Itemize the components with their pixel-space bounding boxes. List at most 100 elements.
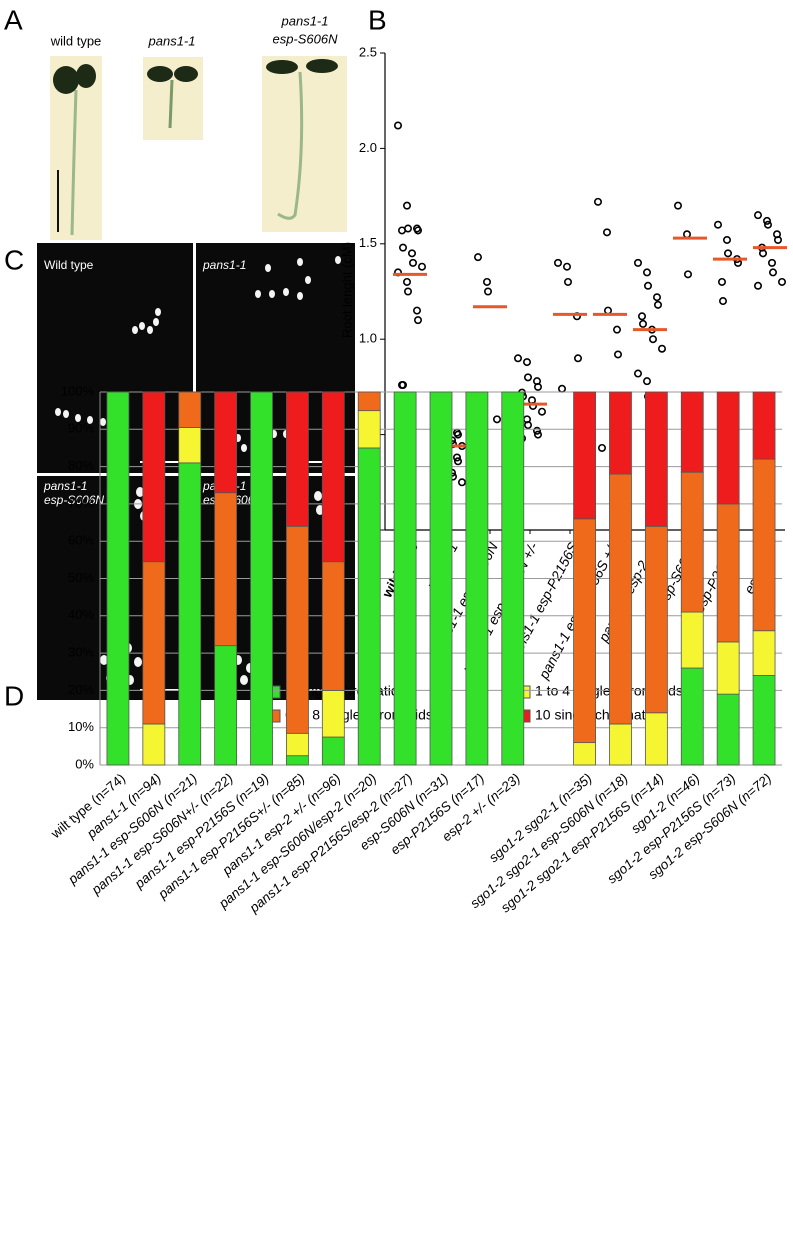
bar-segment <box>752 630 776 676</box>
bar-segment <box>286 732 309 757</box>
bar-segment <box>142 561 166 725</box>
bar-segment <box>393 391 417 766</box>
data-point <box>513 354 522 363</box>
bar-segment <box>609 473 632 725</box>
micrograph-label: esp-S606N <box>44 493 104 507</box>
data-point <box>643 281 652 290</box>
data-point <box>452 453 461 462</box>
y-tick-label: 60% <box>68 533 94 548</box>
bar-segment <box>609 391 632 475</box>
bar-segment <box>465 391 489 766</box>
data-point <box>563 277 572 286</box>
bar-segment <box>321 736 345 766</box>
y-tick-label: 40% <box>68 607 94 622</box>
data-point <box>753 281 762 290</box>
data-point <box>758 249 767 258</box>
bar-segment <box>178 462 202 766</box>
data-point <box>768 268 777 277</box>
data-point <box>638 319 647 328</box>
bar-segment <box>321 391 345 563</box>
data-point <box>773 235 782 244</box>
bar-segment <box>321 561 345 691</box>
data-point <box>407 249 416 258</box>
bar-segment <box>680 471 704 613</box>
seedling-label: esp-S606N <box>272 31 338 46</box>
bar-segment <box>214 492 238 647</box>
bar-segment <box>752 391 776 460</box>
data-point <box>533 430 542 439</box>
data-point <box>453 430 462 439</box>
data-point <box>648 335 657 344</box>
data-point <box>767 258 776 267</box>
data-point <box>402 201 411 210</box>
bar-segment <box>716 641 740 695</box>
data-point <box>408 258 417 267</box>
data-point <box>603 306 612 315</box>
data-point <box>413 316 422 325</box>
data-point <box>723 249 732 258</box>
bar-segment <box>716 693 740 766</box>
bar-segment <box>357 391 381 412</box>
panel-letter: C <box>4 244 24 275</box>
bar-segment <box>286 755 309 766</box>
micrograph-label: pans1-1 <box>43 479 87 493</box>
data-point <box>602 228 611 237</box>
bar-segment <box>501 391 525 766</box>
bar-segment <box>286 525 309 734</box>
data-point <box>717 277 726 286</box>
y-tick-label: 2.0 <box>359 140 377 155</box>
data-point <box>713 220 722 229</box>
bar-segment <box>357 447 381 766</box>
panel-letter: B <box>368 4 387 35</box>
legend-label: 10 single chromatids <box>535 707 663 723</box>
data-point <box>453 457 462 466</box>
data-point <box>402 277 411 286</box>
bar-segment <box>573 518 596 744</box>
data-point <box>613 350 622 359</box>
bar-segment <box>142 391 166 563</box>
data-point <box>413 226 422 235</box>
data-point <box>417 262 426 271</box>
data-point <box>657 344 666 353</box>
data-point <box>633 258 642 267</box>
data-point <box>492 415 501 424</box>
bar-segment <box>609 723 632 766</box>
bar-segment <box>321 690 345 738</box>
data-point <box>642 377 651 386</box>
data-point <box>457 478 466 487</box>
y-tick-label: 80% <box>68 458 94 473</box>
data-point <box>557 384 566 393</box>
data-point <box>397 226 406 235</box>
micrograph-label: pans1-1 <box>202 258 246 272</box>
bar-segment <box>680 611 704 669</box>
bar-segment <box>106 391 130 766</box>
data-point <box>533 382 542 391</box>
bar-segment <box>716 503 740 643</box>
micrograph-label: Wild type <box>44 258 94 272</box>
panel-letter: A <box>4 4 23 35</box>
bar-segment <box>250 391 273 766</box>
y-tick-label: 90% <box>68 421 94 436</box>
data-point <box>522 358 531 367</box>
bar-segment <box>286 391 309 527</box>
data-point <box>553 258 562 267</box>
y-tick-label: 10% <box>68 719 94 734</box>
data-point <box>777 277 786 286</box>
seedling-label: pans1-1 <box>281 13 329 28</box>
bar-segment <box>178 427 202 464</box>
data-point <box>473 253 482 262</box>
data-point <box>763 220 772 229</box>
data-point <box>682 230 691 239</box>
data-point <box>573 354 582 363</box>
data-point <box>612 325 621 334</box>
data-point <box>532 426 541 435</box>
data-point <box>653 300 662 309</box>
data-point <box>597 443 606 452</box>
bar-segment <box>573 742 596 766</box>
bar-segment <box>752 458 776 632</box>
data-point <box>722 235 731 244</box>
y-tick-label: 0% <box>75 756 94 771</box>
bar-segment <box>680 667 704 766</box>
bar-segment <box>644 525 668 714</box>
